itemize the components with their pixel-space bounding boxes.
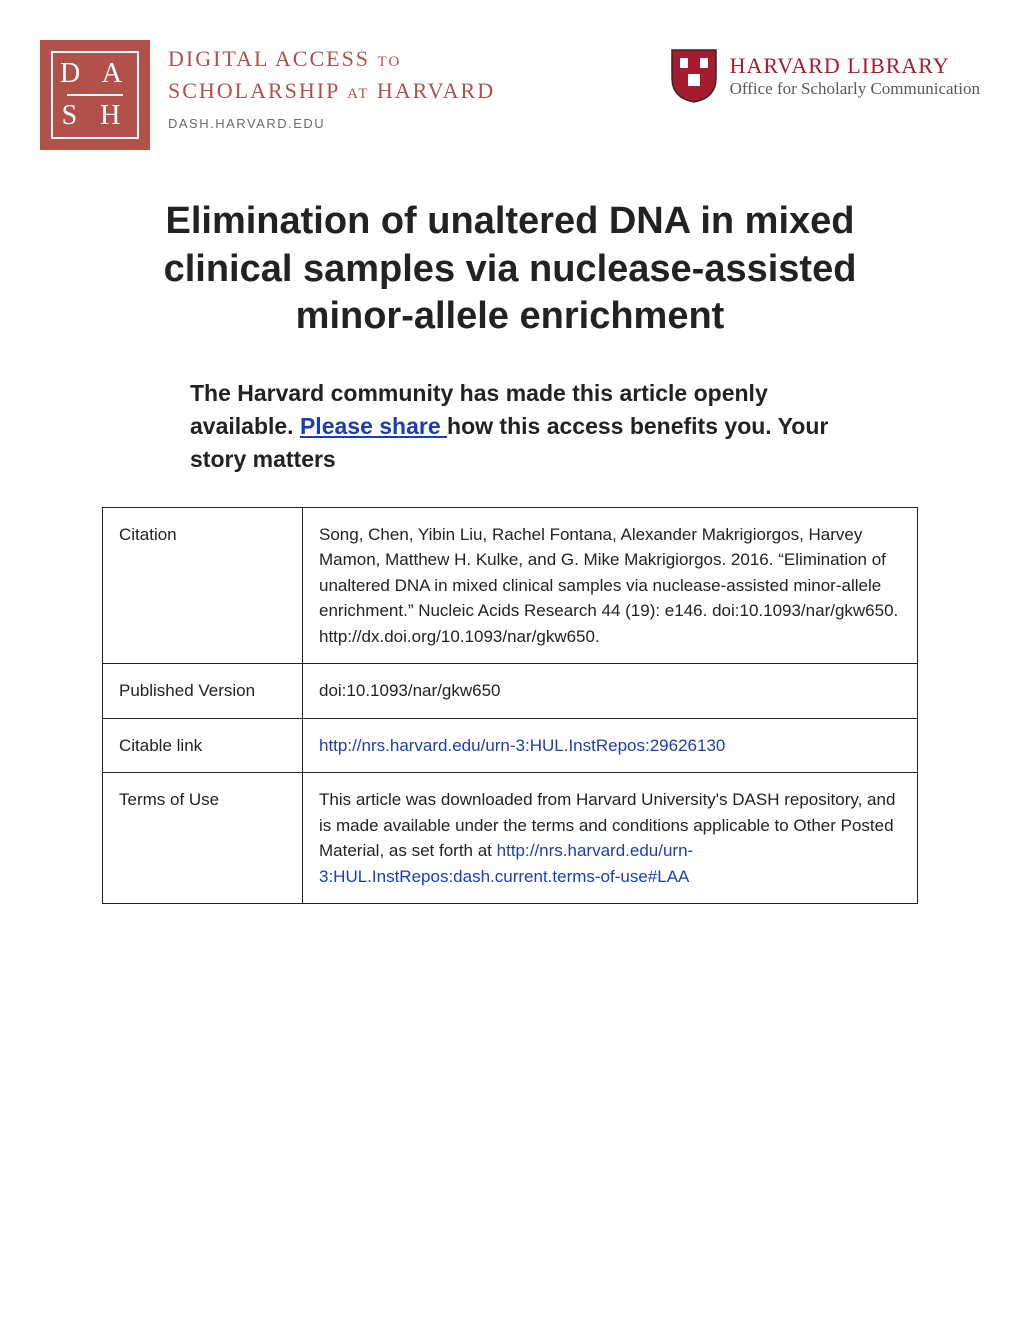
metadata-table: Citation Song, Chen, Yibin Liu, Rachel F… — [102, 507, 918, 905]
dash-logo-icon: D A S H — [40, 40, 150, 150]
dash-line1: DIGITAL ACCESS TO — [168, 46, 495, 72]
dash-logo-rule-icon — [67, 94, 123, 96]
table-row: Citation Song, Chen, Yibin Liu, Rachel F… — [103, 507, 918, 664]
hlib-line2: Office for Scholarly Communication — [730, 79, 980, 99]
dash-logo-bottom: S H — [62, 102, 129, 130]
dash-brand-block: D A S H DIGITAL ACCESS TO SCHOLARSHIP AT… — [40, 40, 495, 150]
citable-link-cell: http://nrs.harvard.edu/urn-3:HUL.InstRep… — [303, 718, 918, 773]
table-row: Terms of Use This article was downloaded… — [103, 773, 918, 904]
harvard-library-text: HARVARD LIBRARY Office for Scholarly Com… — [730, 53, 980, 99]
citable-link[interactable]: http://nrs.harvard.edu/urn-3:HUL.InstRep… — [319, 736, 725, 755]
dash-line2c: HARVARD — [377, 78, 495, 103]
dash-line1b: TO — [378, 54, 402, 70]
harvard-shield-icon — [670, 48, 718, 104]
table-row: Published Version doi:10.1093/nar/gkw650 — [103, 664, 918, 719]
please-share-link[interactable]: Please share — [300, 413, 447, 439]
citable-link-label: Citable link — [103, 718, 303, 773]
article-title: Elimination of unaltered DNA in mixed cl… — [100, 198, 920, 341]
terms-of-use-cell: This article was downloaded from Harvard… — [303, 773, 918, 904]
dash-logo-top: D A — [60, 60, 130, 88]
citation-value: Song, Chen, Yibin Liu, Rachel Fontana, A… — [303, 507, 918, 664]
citation-label: Citation — [103, 507, 303, 664]
dash-line2b: AT — [347, 86, 369, 102]
harvard-library-block: HARVARD LIBRARY Office for Scholarly Com… — [670, 40, 980, 104]
open-access-subtitle: The Harvard community has made this arti… — [190, 377, 830, 477]
hlib-line1: HARVARD LIBRARY — [730, 53, 980, 79]
dash-brand-text: DIGITAL ACCESS TO SCHOLARSHIP AT HARVARD… — [168, 40, 495, 131]
terms-of-use-label: Terms of Use — [103, 773, 303, 904]
published-version-label: Published Version — [103, 664, 303, 719]
dash-line1a: DIGITAL ACCESS — [168, 46, 370, 71]
page-header: D A S H DIGITAL ACCESS TO SCHOLARSHIP AT… — [40, 40, 980, 150]
dash-line2a: SCHOLARSHIP — [168, 78, 340, 103]
table-row: Citable link http://nrs.harvard.edu/urn-… — [103, 718, 918, 773]
published-version-value: doi:10.1093/nar/gkw650 — [303, 664, 918, 719]
dash-url-label: DASH.HARVARD.EDU — [168, 116, 495, 131]
dash-line2: SCHOLARSHIP AT HARVARD — [168, 78, 495, 104]
